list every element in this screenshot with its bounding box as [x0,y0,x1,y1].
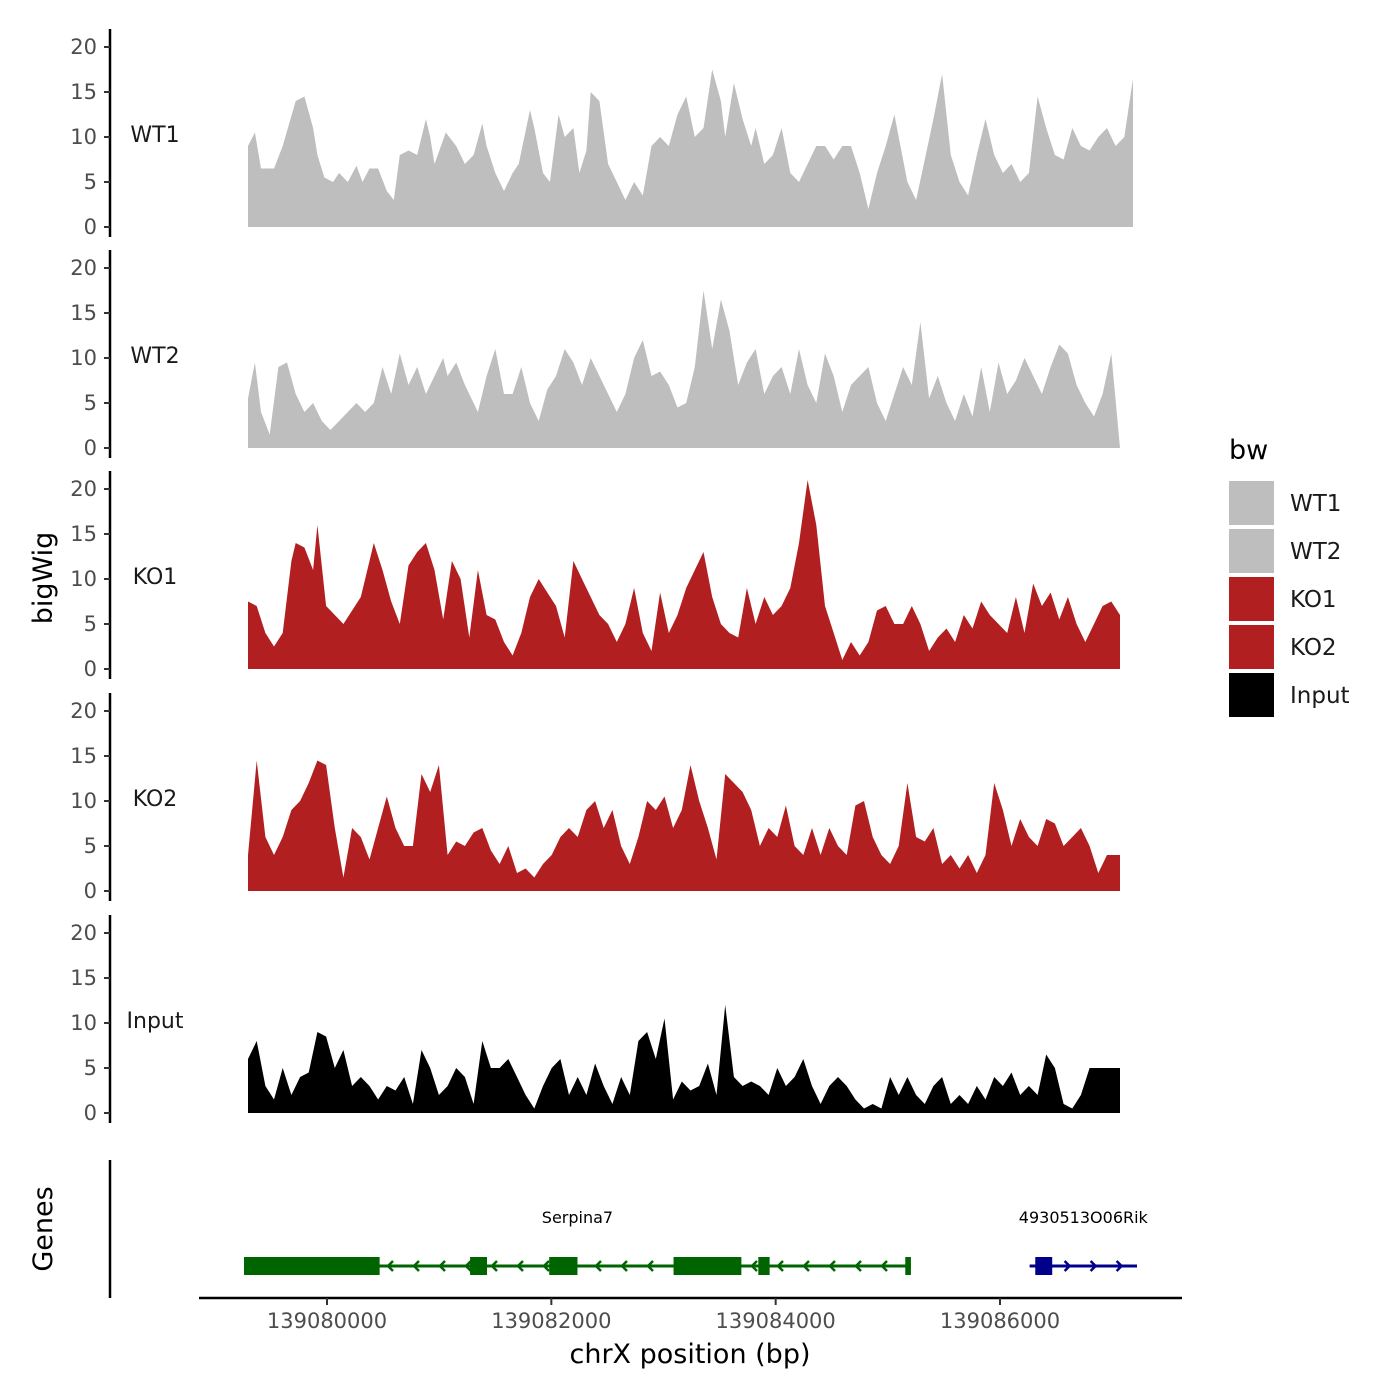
y-tick-label: 5 [84,834,97,858]
legend-key-wt1 [1229,481,1274,525]
strand-arrow [620,1260,628,1272]
y-tick-label: 5 [84,391,97,415]
coverage-area-wt2 [248,290,1120,448]
track-ko2: 0 5 10 15 20 KO2 [70,693,1120,903]
y-tick-label: 15 [70,80,97,104]
track-input: 0 5 10 15 20 Input [70,915,1120,1125]
legend-title: bw [1229,435,1268,466]
track-label: KO2 [133,787,178,812]
strand-arrow [438,1260,446,1272]
gene-track: Serpina7 4930513O06Rik [108,1160,1149,1298]
gene-4930513o06rik: 4930513O06Rik [1019,1208,1149,1275]
track-wt1: 0 5 10 15 20 WT1 [70,29,1133,239]
gene-exon [673,1257,742,1275]
y-tick-label: 5 [84,612,97,636]
legend-label: Input [1290,683,1350,709]
strand-arrow [464,1260,472,1272]
y-tick-label: 5 [84,1056,97,1080]
coverage-area-wt1 [248,69,1133,227]
gene-exon [244,1257,380,1275]
strand-arrow [828,1260,836,1272]
gene-exon [549,1257,578,1275]
x-tick-label: 139082000 [491,1309,611,1333]
strand-arrow [412,1260,420,1272]
y-tick-label: 0 [84,657,97,681]
track-label: KO1 [133,565,178,590]
strand-arrow [750,1260,758,1272]
strand-arrow [1063,1260,1072,1272]
x-tick-label: 139080000 [267,1309,387,1333]
y-tick-label: 20 [70,477,97,501]
legend-key-wt2 [1229,529,1274,573]
gene-name: Serpina7 [542,1208,613,1227]
y-tick-label: 10 [70,125,97,149]
y-tick-label: 0 [84,215,97,239]
y-tick-label: 10 [70,1011,97,1035]
strand-arrow [542,1260,550,1272]
y-tick-label: 10 [70,567,97,591]
y-tick-label: 10 [70,346,97,370]
strand-arrow [594,1260,602,1272]
gene-serpina7: Serpina7 [244,1208,911,1275]
gene-exon [1035,1257,1053,1275]
track-label: WT2 [130,344,179,369]
strand-arrow [646,1260,654,1272]
y-tick-label: 15 [70,966,97,990]
y-tick-label: 0 [84,436,97,460]
legend-key-ko1 [1229,577,1274,621]
strand-arrow [880,1260,888,1272]
coverage-area-ko1 [248,480,1120,669]
y-tick-label: 20 [70,256,97,280]
strand-arrow [386,1260,394,1272]
gene-exon [470,1257,488,1275]
y-tick-label: 15 [70,522,97,546]
strand-arrow [516,1260,524,1272]
legend: bw WT1 WT2 KO1 KO2 Input [1229,435,1350,717]
genes-track-title: Genes [28,1186,59,1271]
coverage-area-input [248,1005,1120,1113]
track-ko1: 0 5 10 15 20 KO1 [70,471,1120,681]
legend-key-input [1229,673,1274,717]
y-tick-label: 5 [84,170,97,194]
strand-arrow [1115,1260,1124,1272]
legend-label: KO2 [1290,635,1337,661]
y-tick-label: 10 [70,789,97,813]
gene-exon [905,1257,911,1275]
strand-arrow [854,1260,862,1272]
coverage-area-ko2 [248,760,1120,891]
y-tick-label: 20 [70,35,97,59]
legend-label: WT1 [1290,491,1341,517]
y-tick-label: 15 [70,744,97,768]
legend-label: KO1 [1290,587,1337,613]
x-tick-label: 139086000 [940,1309,1060,1333]
y-axis-title: bigWig [28,532,59,625]
track-label: Input [127,1009,184,1034]
x-tick-label: 139084000 [716,1309,836,1333]
x-axis-title: chrX position (bp) [569,1339,810,1370]
strand-arrow [802,1260,810,1272]
y-tick-label: 20 [70,699,97,723]
x-axis: 139080000 139082000 139084000 139086000 [199,1296,1182,1333]
gene-exon [758,1257,770,1275]
y-tick-label: 20 [70,921,97,945]
strand-arrow [776,1260,784,1272]
y-tick-label: 15 [70,301,97,325]
track-label: WT1 [130,123,179,148]
legend-key-ko2 [1229,625,1274,669]
gene-name: 4930513O06Rik [1019,1208,1149,1227]
legend-label: WT2 [1290,539,1341,565]
strand-arrow [490,1260,498,1272]
y-tick-label: 0 [84,879,97,903]
bigwig-tracks: 0 5 10 15 20 WT1 0 5 10 15 20 WT2 0 5 10 15 20 KO1 0 5 10 15 2… [70,29,1133,1125]
y-tick-label: 0 [84,1101,97,1125]
strand-arrow [1089,1260,1098,1272]
track-wt2: 0 5 10 15 20 WT2 [70,250,1120,460]
